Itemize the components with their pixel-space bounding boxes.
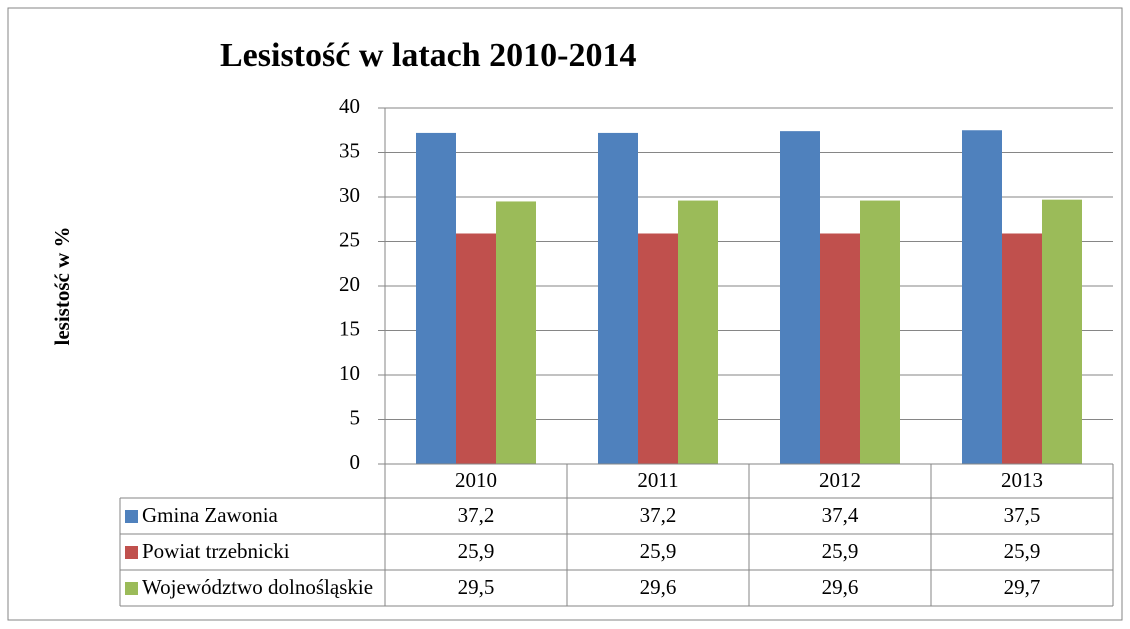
y-tick-label: 15	[339, 316, 360, 340]
chart-frame	[7, 7, 1123, 621]
table-value: 25,9	[458, 539, 495, 563]
table-value: 29,5	[458, 575, 495, 599]
x-tick-label: 2011	[637, 468, 678, 492]
table-value: 37,2	[640, 503, 677, 527]
legend-label: Województwo dolnośląskie	[142, 575, 373, 599]
table-value: 29,6	[822, 575, 859, 599]
x-tick-label: 2013	[1001, 468, 1043, 492]
table-value: 37,4	[822, 503, 859, 527]
bar	[638, 233, 678, 464]
bar	[496, 201, 536, 464]
y-tick-label: 0	[350, 450, 361, 474]
x-tick-label: 2010	[455, 468, 497, 492]
y-axis-label: lesistość w %	[50, 227, 74, 346]
legend-label: Gmina Zawonia	[142, 503, 279, 527]
table-value: 25,9	[822, 539, 859, 563]
legend-swatch	[125, 582, 138, 595]
bar	[962, 130, 1002, 464]
bar	[416, 132, 456, 465]
bar	[678, 200, 718, 464]
y-tick-label: 10	[339, 361, 360, 385]
table-value: 37,5	[1004, 503, 1041, 527]
table-value: 37,2	[458, 503, 495, 527]
y-tick-label: 25	[339, 227, 360, 251]
table-value: 29,6	[640, 575, 677, 599]
bar	[860, 200, 900, 464]
x-tick-label: 2012	[819, 468, 861, 492]
legend-label: Powiat trzebnicki	[142, 539, 290, 563]
table-value: 25,9	[640, 539, 677, 563]
y-tick-label: 20	[339, 272, 360, 296]
bar	[1042, 199, 1082, 465]
legend-swatch	[125, 510, 138, 523]
table-value: 25,9	[1004, 539, 1041, 563]
bar	[820, 233, 860, 464]
y-tick-label: 35	[339, 138, 360, 162]
legend-swatch	[125, 546, 138, 559]
bar	[598, 132, 638, 465]
chart-title: Lesistość w latach 2010-2014	[220, 37, 636, 74]
y-tick-label: 30	[339, 183, 360, 207]
bar	[1002, 233, 1042, 464]
y-tick-label: 40	[339, 94, 360, 118]
table-value: 29,7	[1004, 575, 1041, 599]
bar	[780, 131, 820, 464]
y-tick-label: 5	[350, 405, 361, 429]
bar	[456, 233, 496, 464]
